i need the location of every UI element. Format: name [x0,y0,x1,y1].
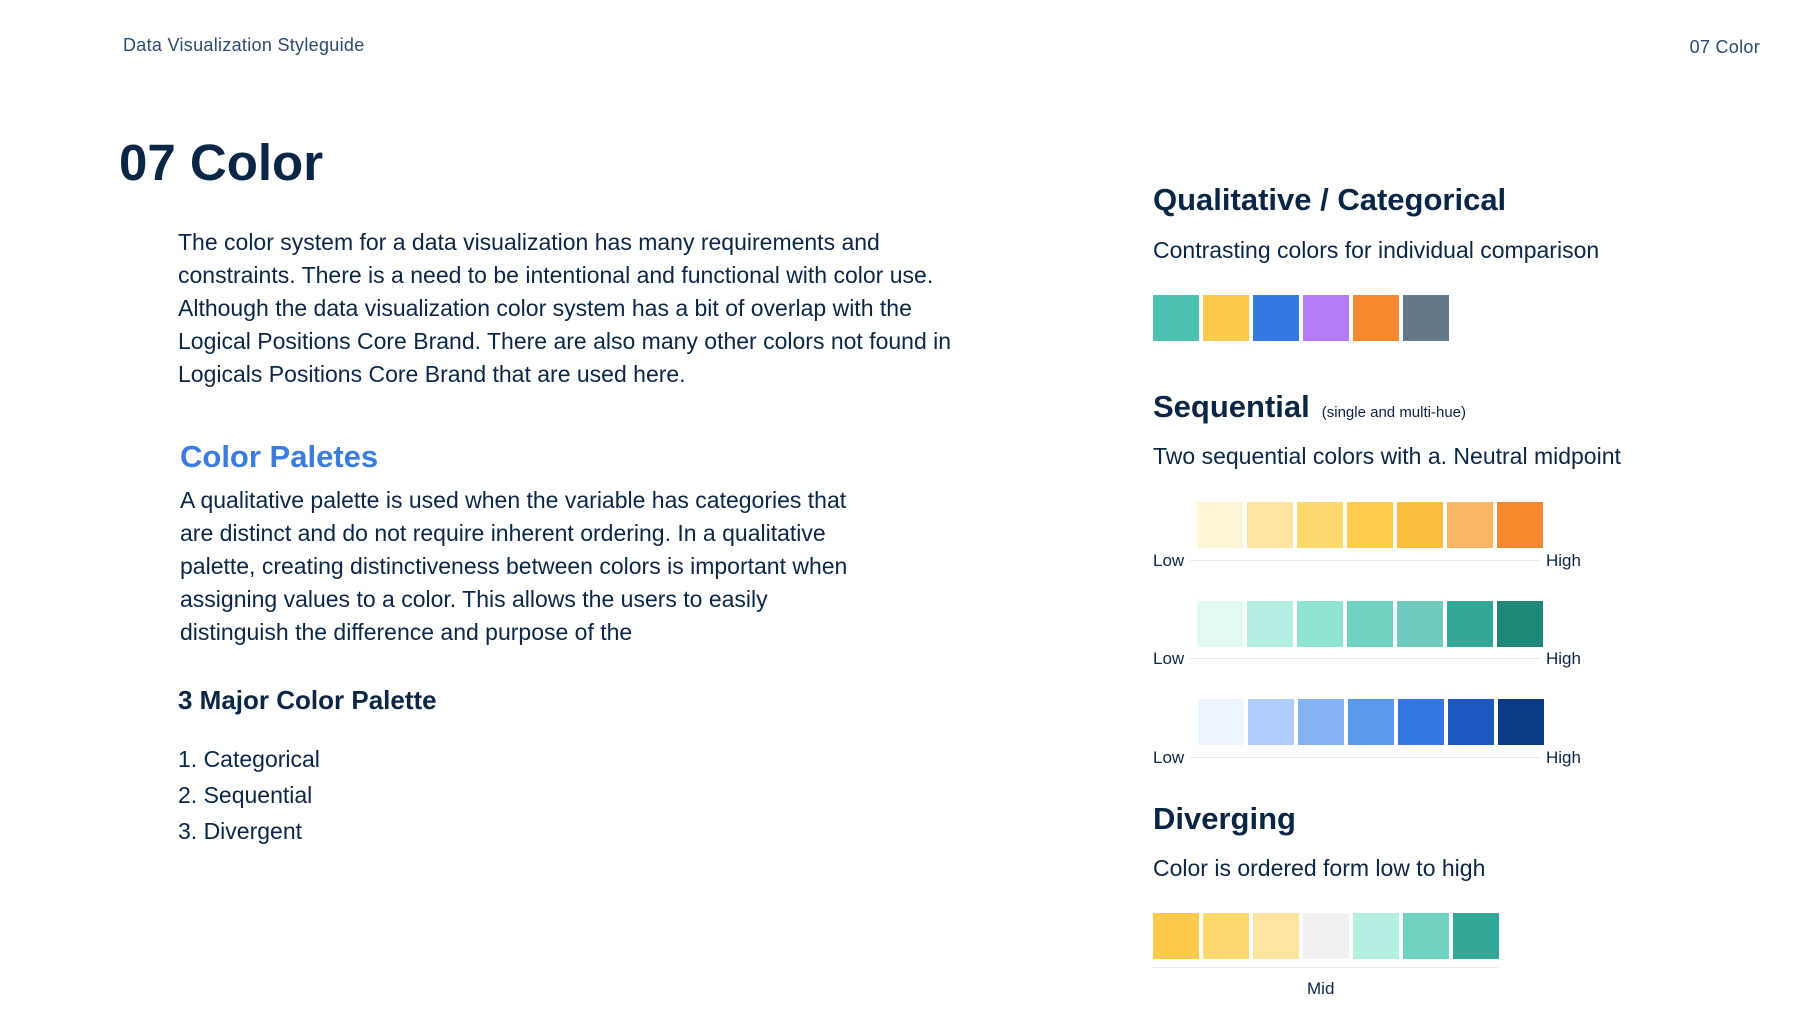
color-swatch [1497,502,1543,548]
sequential-axis-line [1190,658,1540,659]
low-label: Low [1153,748,1185,767]
list-item: 1. Categorical [178,746,320,772]
color-swatch [1248,699,1294,745]
high-label: High [1546,551,1581,570]
color-swatch [1348,699,1394,745]
sequential-row-teal [1197,601,1543,647]
color-palettes-body: A qualitative palette is used when the v… [180,487,848,645]
sequential-axis-line [1190,757,1540,758]
color-swatch [1347,502,1393,548]
header-section-label: 07 Color [1689,37,1760,57]
color-swatch [1347,601,1393,647]
sequential-axis-line [1190,560,1540,561]
qualitative-heading: Qualitative / Categorical [1153,182,1507,217]
color-swatch [1403,913,1449,959]
high-label: High [1546,748,1581,767]
page-title: 07 Color [119,134,324,191]
diverging-heading: Diverging [1153,801,1296,836]
color-swatch [1197,502,1243,548]
color-swatch [1153,913,1199,959]
mid-label: Mid [1307,979,1335,998]
color-swatch [1397,502,1443,548]
sequential-note: (single and multi-hue) [1321,404,1467,421]
sequential-row-blue [1198,699,1544,745]
color-swatch [1453,913,1499,959]
list-item: 3. Divergent [178,818,303,844]
low-label: Low [1153,649,1185,668]
color-swatch [1153,295,1199,341]
color-swatch [1247,601,1293,647]
color-swatch [1497,601,1543,647]
color-swatch [1203,295,1249,341]
color-palettes-heading: Color Paletes [180,439,379,474]
major-palette-list: 1. Categorical 2. Sequential 3. Divergen… [178,741,320,849]
color-swatch [1353,295,1399,341]
diverging-swatches [1153,913,1499,959]
color-swatch [1198,699,1244,745]
color-swatch [1297,601,1343,647]
color-swatch [1303,295,1349,341]
color-swatch [1253,295,1299,341]
color-swatch [1253,913,1299,959]
color-swatch [1397,601,1443,647]
low-label: Low [1153,551,1185,570]
color-swatch [1498,699,1544,745]
header-doc-title: Data Visualization Styleguide [123,35,365,55]
color-swatch [1247,502,1293,548]
color-swatch [1353,913,1399,959]
high-label: High [1546,649,1581,668]
color-swatch [1203,913,1249,959]
color-swatch [1298,699,1344,745]
color-swatch [1447,601,1493,647]
sequential-description: Two sequential colors with a. Neutral mi… [1153,443,1621,469]
color-swatch [1448,699,1494,745]
color-swatch [1447,502,1493,548]
color-swatch [1197,601,1243,647]
diverging-description: Color is ordered form low to high [1153,855,1486,881]
color-swatch [1297,502,1343,548]
qualitative-description: Contrasting colors for individual compar… [1153,237,1600,263]
sequential-row-orange [1197,502,1543,548]
intro-paragraph: The color system for a data visualizatio… [178,229,952,387]
color-swatch [1398,699,1444,745]
diverging-axis-line [1153,967,1498,968]
qualitative-swatches [1153,295,1449,341]
sequential-heading: Sequential [1153,389,1310,424]
color-swatch [1403,295,1449,341]
color-swatch [1303,913,1349,959]
sequential-heading-group: Sequential (single and multi-hue) [1153,389,1466,425]
list-item: 2. Sequential [178,782,313,808]
major-palette-heading: 3 Major Color Palette [178,685,437,715]
